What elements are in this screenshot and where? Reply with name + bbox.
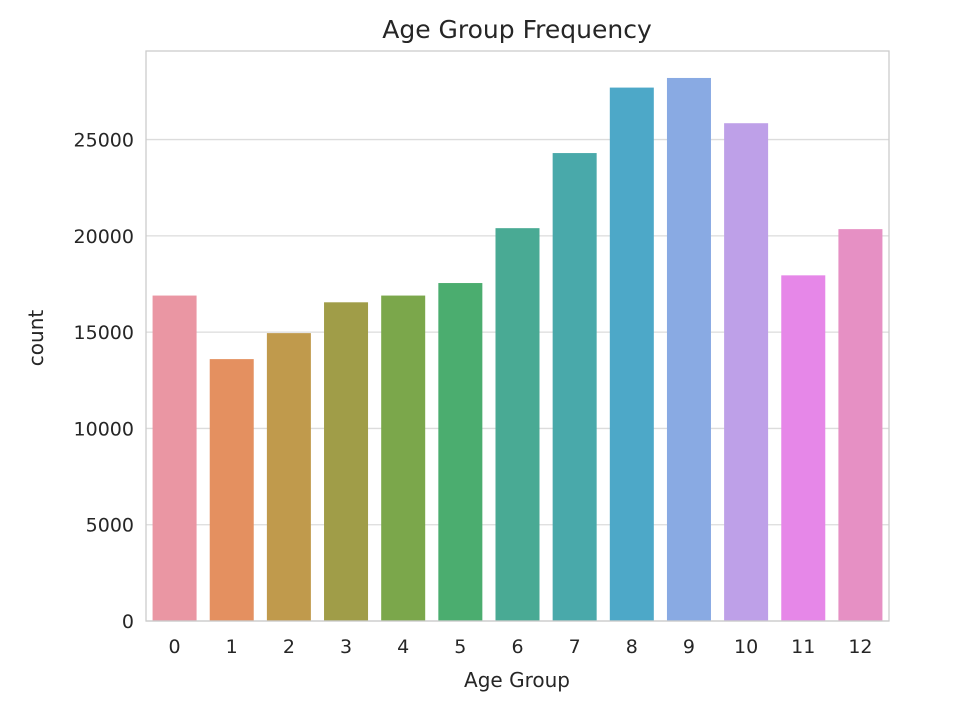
x-tick-label: 0: [169, 636, 181, 658]
x-tick-label: 4: [397, 636, 409, 658]
bar-12: [838, 229, 883, 621]
bar-6: [495, 228, 540, 621]
y-tick-label: 0: [122, 611, 134, 633]
bar-11: [781, 275, 826, 621]
x-tick-label: 3: [340, 636, 352, 658]
y-tick-label: 15000: [74, 322, 134, 344]
x-tick-label: 5: [454, 636, 466, 658]
bars: [152, 77, 883, 622]
x-tick-label: 2: [283, 636, 295, 658]
y-tick-label: 10000: [74, 418, 134, 440]
bar-10: [724, 123, 769, 622]
x-axis-title: Age Group: [464, 668, 570, 692]
x-tick-label: 7: [569, 636, 581, 658]
bar-9: [666, 77, 711, 621]
y-tick-label: 5000: [86, 515, 134, 537]
x-tick-label: 6: [511, 636, 523, 658]
y-tick-label: 20000: [74, 226, 134, 248]
x-tick-label: 1: [226, 636, 238, 658]
bar-8: [609, 87, 654, 622]
x-tick-label: 9: [683, 636, 695, 658]
y-axis-title: count: [24, 310, 48, 367]
x-tick-labels: 0 1 2 3 4 5 6 7 8 9 10 11 12: [169, 636, 873, 658]
bar-5: [438, 283, 483, 621]
bar-7: [552, 153, 597, 622]
x-tick-label: 8: [626, 636, 638, 658]
bar-2: [266, 333, 311, 621]
chart-title: Age Group Frequency: [382, 15, 652, 44]
bar-1: [209, 359, 254, 621]
x-tick-label: 12: [848, 636, 872, 658]
bar-3: [324, 302, 369, 621]
plot-frame: [145, 50, 890, 622]
x-tick-label: 11: [791, 636, 815, 658]
bar-0: [152, 295, 197, 621]
x-tick-label: 10: [734, 636, 758, 658]
y-tick-label: 25000: [74, 130, 134, 152]
y-tick-labels: 0 5000 10000 15000 20000 25000: [74, 130, 134, 633]
bar-4: [381, 295, 426, 621]
